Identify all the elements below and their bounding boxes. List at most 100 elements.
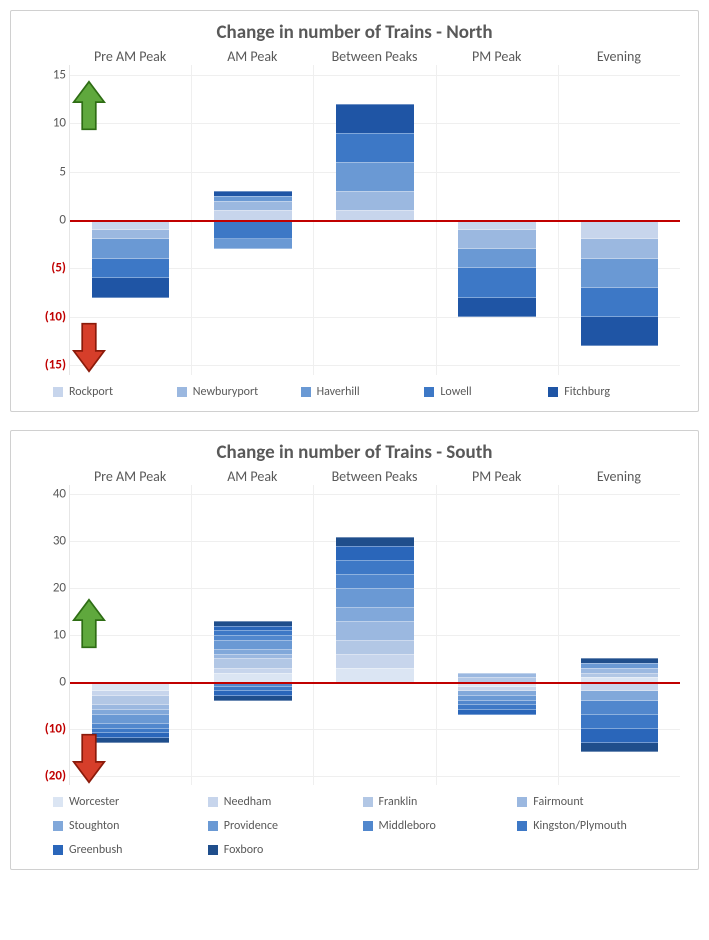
- legend-swatch: [424, 387, 434, 397]
- category-label: AM Peak: [191, 48, 313, 65]
- y-tick-label: 0: [26, 674, 66, 689]
- bar-segment: [336, 162, 414, 191]
- bar-segment: [214, 696, 292, 701]
- legend-label: Rockport: [69, 385, 113, 399]
- bar-segment: [92, 230, 170, 240]
- bar-segment: [458, 298, 536, 317]
- category-label: Evening: [558, 48, 680, 65]
- bar-segment: [336, 607, 414, 621]
- legend: WorcesterStoughtonGreenbushNeedhamProvid…: [45, 793, 664, 859]
- y-tick-label: 10: [26, 116, 66, 131]
- legend-item: Fairmount: [509, 793, 664, 811]
- chart-title: Change in number of Trains - North: [25, 21, 684, 44]
- bar-segment: [336, 560, 414, 574]
- bar-segment: [581, 701, 659, 715]
- y-tick-label: 30: [26, 534, 66, 549]
- bar-segment: [336, 133, 414, 162]
- plot-area: 151050(5)(10)(15): [69, 65, 680, 375]
- positive-stack: [458, 673, 536, 682]
- zero-line: [70, 220, 680, 222]
- legend-label: Stoughton: [69, 819, 119, 833]
- bar-segment: [581, 317, 659, 346]
- bar-segment: [336, 210, 414, 220]
- bar-segment: [336, 537, 414, 546]
- bar-slot: [192, 485, 314, 785]
- y-tick-label: 20: [26, 581, 66, 596]
- legend-column: NeedhamProvidenceFoxboro: [200, 793, 355, 859]
- positive-stack: [336, 537, 414, 682]
- bar-segment: [92, 259, 170, 278]
- negative-stack: [458, 220, 536, 317]
- down-arrow-icon: [72, 733, 106, 784]
- negative-stack: [92, 220, 170, 298]
- legend-item: Fitchburg: [540, 383, 664, 401]
- bar-segment: [336, 546, 414, 560]
- bar-segment: [581, 239, 659, 258]
- positive-stack: [214, 621, 292, 682]
- negative-stack: [581, 220, 659, 346]
- category-label: Between Peaks: [313, 48, 435, 65]
- legend-column: Haverhill: [293, 383, 417, 401]
- bar-segment: [581, 259, 659, 288]
- y-tick-label: 10: [26, 628, 66, 643]
- legend-item: Foxboro: [200, 841, 355, 859]
- legend-column: Newburyport: [169, 383, 293, 401]
- zero-line: [70, 682, 680, 684]
- bar-segment: [214, 673, 292, 682]
- bar-segment: [214, 658, 292, 667]
- legend-swatch: [363, 821, 373, 831]
- positive-stack: [336, 104, 414, 220]
- legend-column: Fitchburg: [540, 383, 664, 401]
- up-arrow: [72, 80, 106, 128]
- legend-swatch: [363, 797, 373, 807]
- chart-title: Change in number of Trains - South: [25, 441, 684, 464]
- legend-item: Franklin: [355, 793, 510, 811]
- legend-label: Worcester: [69, 795, 119, 809]
- legend-swatch: [53, 387, 63, 397]
- legend-label: Lowell: [440, 385, 471, 399]
- bar-segment: [458, 230, 536, 249]
- category-label: PM Peak: [436, 48, 558, 65]
- negative-stack: [214, 220, 292, 249]
- down-arrow-icon: [72, 322, 106, 373]
- legend-swatch: [53, 845, 63, 855]
- bar-slot: [559, 485, 680, 785]
- legend-column: Fairmount Kingston/Plymouth: [509, 793, 664, 859]
- bar-segment: [214, 640, 292, 649]
- category-labels: Pre AM PeakAM PeakBetween PeaksPM PeakEv…: [69, 468, 680, 485]
- legend-swatch: [208, 821, 218, 831]
- legend-item: Worcester: [45, 793, 200, 811]
- legend-swatch: [517, 797, 527, 807]
- chart-panel-north: Change in number of Trains - North Pre AM…: [10, 10, 699, 412]
- bar-segment: [581, 691, 659, 700]
- bar-segment: [336, 654, 414, 668]
- y-tick-label: (5): [26, 261, 66, 276]
- bar-segment: [581, 288, 659, 317]
- legend-item: Haverhill: [293, 383, 417, 401]
- bar-segment: [92, 696, 170, 705]
- bar-segment: [336, 640, 414, 654]
- bar-segment: [92, 278, 170, 297]
- bar-segment: [336, 621, 414, 640]
- down-arrow: [72, 733, 106, 780]
- legend-label: Newburyport: [193, 385, 258, 399]
- plot-area: 403020100(10)(20): [69, 485, 680, 785]
- bars-container: [70, 485, 680, 785]
- legend-label: Fairmount: [533, 795, 583, 809]
- legend-label: Kingston/Plymouth: [533, 819, 627, 833]
- legend-swatch: [53, 821, 63, 831]
- legend: Rockport Newburyport Haverhill Lowell Fitchb…: [45, 383, 664, 401]
- legend-column: Lowell: [416, 383, 540, 401]
- bar-segment: [92, 715, 170, 724]
- bar-segment: [214, 239, 292, 249]
- legend-swatch: [517, 821, 527, 831]
- legend-column: WorcesterStoughtonGreenbush: [45, 793, 200, 859]
- bar-segment: [458, 249, 536, 268]
- y-tick-label: (20): [26, 768, 66, 783]
- legend-column: Rockport: [45, 383, 169, 401]
- category-label: AM Peak: [191, 468, 313, 485]
- category-labels: Pre AM PeakAM PeakBetween PeaksPM PeakEv…: [69, 48, 680, 65]
- legend-label: Providence: [224, 819, 278, 833]
- legend-label: Middleboro: [379, 819, 436, 833]
- legend-swatch: [177, 387, 187, 397]
